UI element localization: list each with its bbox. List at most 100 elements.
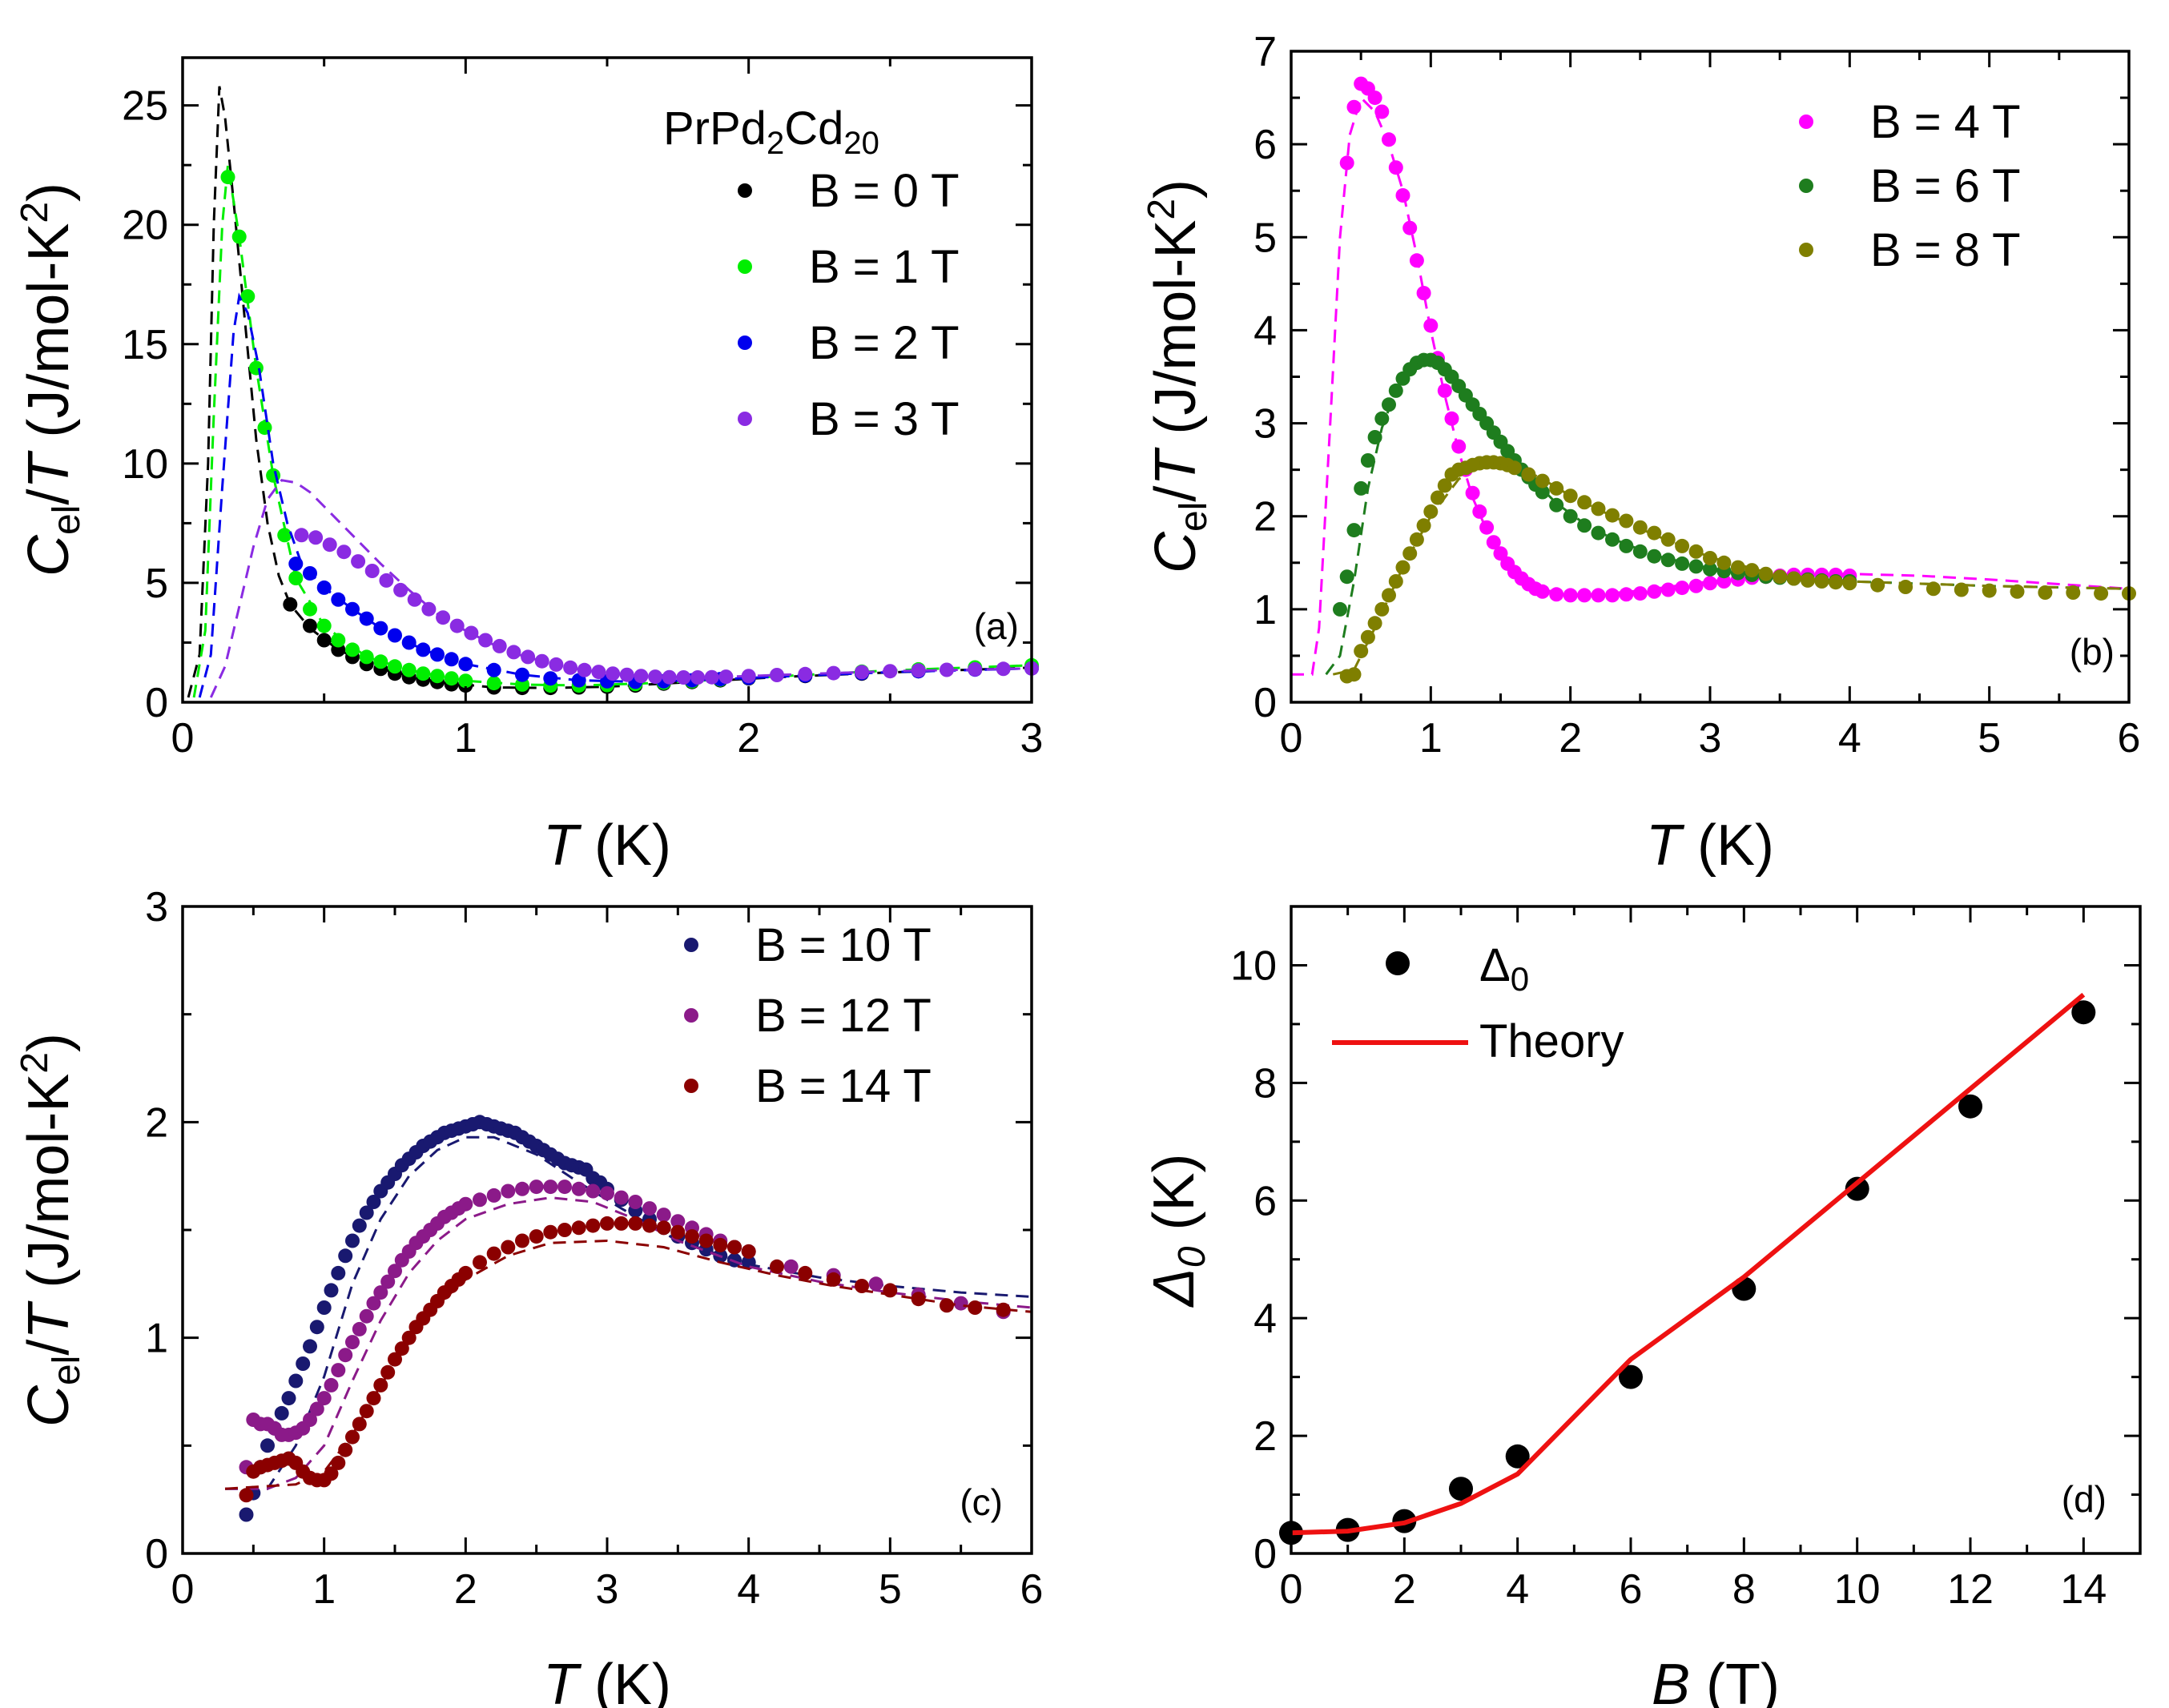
data-point [1619, 513, 1634, 528]
data-point [855, 1279, 869, 1293]
data-point [741, 1244, 756, 1259]
y-tick-label: 2 [145, 1099, 168, 1146]
y-tick-label: 4 [1254, 307, 1277, 354]
data-point [1675, 556, 1690, 571]
data-point [316, 633, 332, 648]
legend-entry: B = 4 T [1799, 96, 2021, 148]
data-point [685, 1229, 699, 1244]
data-point [1563, 488, 1578, 504]
series-b-12-t [225, 1180, 1032, 1490]
data-point [388, 628, 402, 643]
plot-frame [1290, 50, 2131, 704]
data-point [718, 669, 734, 685]
data-point [1549, 587, 1564, 602]
data-point [366, 1296, 381, 1311]
data-point [1647, 584, 1662, 599]
legend-marker [738, 336, 752, 350]
data-point [1449, 1477, 1473, 1501]
data-point [430, 647, 445, 662]
data-point [855, 665, 869, 680]
data-point [1845, 1176, 1869, 1201]
x-tick-label: 4 [737, 1566, 760, 1613]
data-point [296, 1356, 311, 1371]
data-point [543, 671, 558, 686]
y-tick-label: 7 [1254, 29, 1277, 75]
x-tick-label: 3 [1699, 715, 1722, 762]
x-tick-label: 6 [2118, 715, 2141, 762]
data-point [2094, 586, 2109, 601]
data-point [798, 1265, 813, 1280]
data-point [1382, 397, 1396, 412]
data-point [416, 642, 431, 657]
data-point [324, 1377, 339, 1393]
data-point [288, 571, 304, 585]
data-point [359, 649, 374, 665]
data-point [345, 642, 360, 657]
legend-marker [684, 938, 698, 952]
x-axis-label: T (K) [1646, 814, 1774, 878]
data-point [741, 1255, 756, 1270]
data-point [331, 592, 346, 607]
data-point [1486, 535, 1501, 550]
data-point [534, 653, 549, 669]
data-point [940, 662, 954, 677]
data-point [444, 671, 459, 686]
data-point [1577, 495, 1592, 510]
theory-line [1290, 992, 2086, 1536]
data-point [506, 645, 521, 660]
data-point [486, 676, 501, 691]
data-point [1521, 467, 1536, 482]
x-tick-label: 10 [1834, 1566, 1881, 1613]
x-tick-label: 2 [454, 1566, 477, 1613]
data-point [557, 1180, 572, 1195]
data-point [501, 1184, 516, 1199]
data-point [1493, 546, 1508, 561]
data-point [316, 618, 332, 633]
panel-b: 0 1 2 3 4 5 6 0 1 2 3 4 5 6 7 T (K) Cel/T (J/mol-K2) (… [1141, 29, 2140, 878]
data-point [1507, 460, 1522, 476]
data-point [309, 1320, 324, 1335]
data-point [911, 663, 926, 678]
data-point [676, 670, 691, 685]
data-point [883, 1283, 898, 1298]
x-axis-label: T (K) [543, 814, 671, 878]
legend-marker [1799, 115, 1813, 129]
data-point [486, 662, 501, 677]
legend-marker [1799, 179, 1813, 193]
data-point [1416, 286, 1431, 300]
data-point [303, 618, 317, 633]
data-point [486, 1188, 501, 1203]
data-point [1388, 383, 1403, 398]
x-tick-label: 3 [596, 1566, 619, 1613]
data-point [473, 1192, 487, 1208]
data-point [1814, 574, 1829, 589]
y-tick-label: 0 [145, 680, 168, 726]
data-point [239, 1488, 254, 1503]
data-point [277, 528, 292, 543]
data-point [359, 1308, 374, 1324]
legend-entry: B = 8 T [1799, 224, 2021, 276]
legend-label: B = 8 T [1870, 224, 2021, 276]
data-point [1388, 160, 1403, 175]
data-point [338, 1348, 353, 1363]
legend-marker [1799, 243, 1813, 257]
data-point [359, 611, 374, 626]
data-point [394, 1341, 409, 1356]
data-point [1346, 99, 1362, 115]
x-tick-label: 0 [171, 715, 195, 762]
data-point [388, 659, 402, 674]
data-point [464, 625, 479, 641]
data-point [642, 1218, 657, 1233]
y-axis-label: Cel/T (J/mol-K2) [1141, 179, 1215, 573]
data-point [1535, 484, 1550, 500]
data-point [444, 652, 459, 667]
y-tick-label: 2 [1254, 1413, 1277, 1460]
data-point [1688, 578, 1704, 593]
data-point [770, 668, 784, 682]
data-point [1716, 574, 1732, 589]
fit-line [225, 1135, 1032, 1490]
data-point [274, 1405, 289, 1421]
legend-label: Theory [1479, 1015, 1624, 1067]
data-point [1730, 560, 1745, 575]
data-point [600, 1186, 614, 1201]
